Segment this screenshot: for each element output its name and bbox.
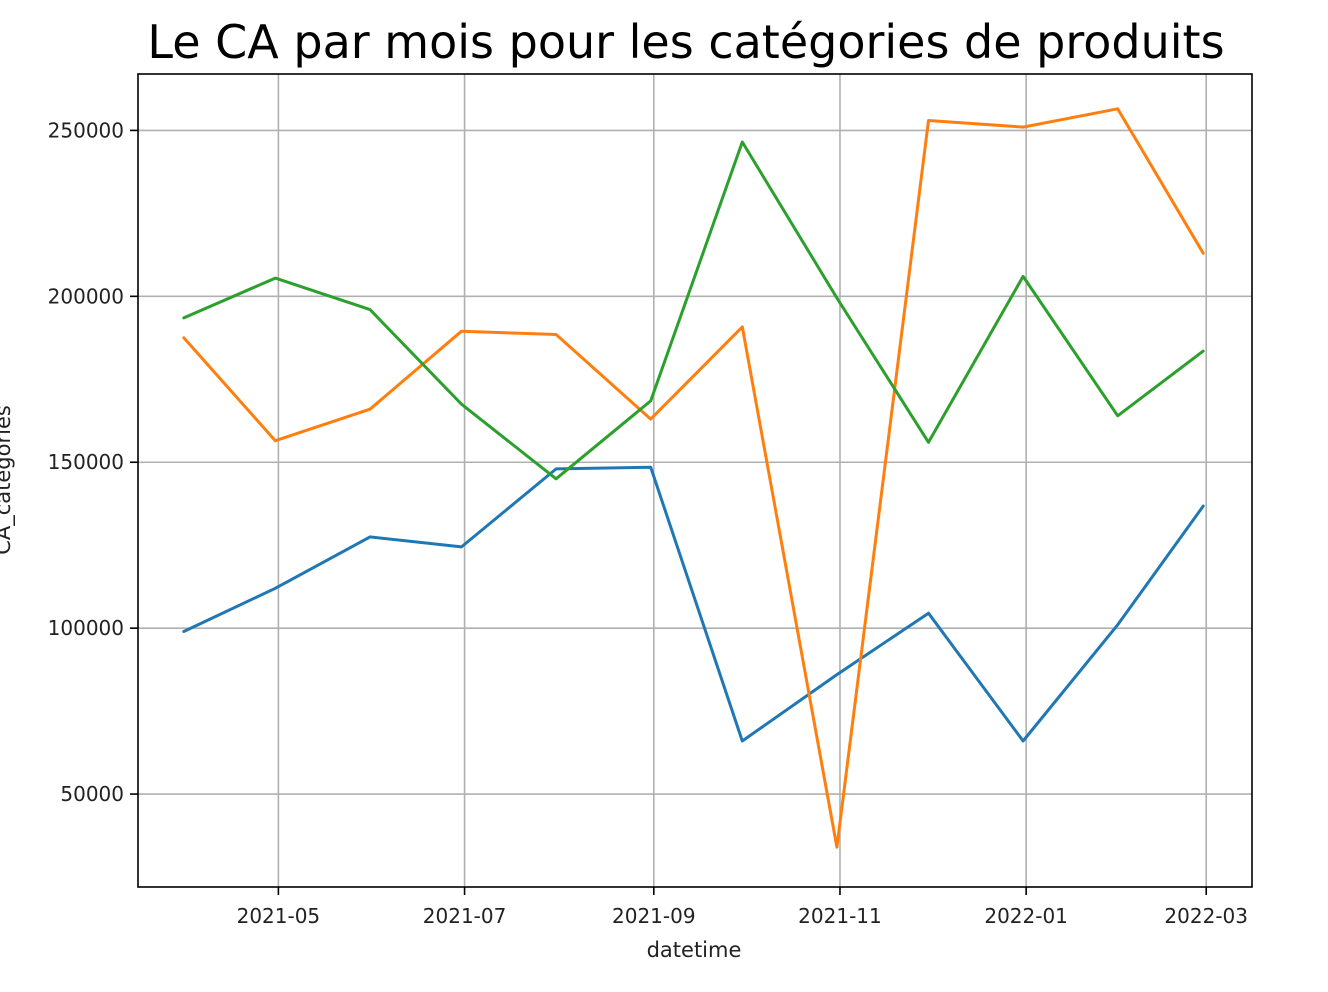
x-tick-label: 2021-07 bbox=[423, 904, 507, 928]
series-line-1 bbox=[182, 465, 1205, 743]
y-tick-label: 50000 bbox=[60, 782, 124, 806]
x-tick-label: 2021-09 bbox=[612, 904, 696, 928]
series-lines bbox=[182, 107, 1205, 849]
x-tick-label: 2021-05 bbox=[237, 904, 321, 928]
series-line-3 bbox=[182, 140, 1205, 481]
y-tick-label: 250000 bbox=[48, 118, 124, 142]
x-tick-label: 2022-03 bbox=[1164, 904, 1248, 928]
y-tick-label: 100000 bbox=[48, 616, 124, 640]
x-tick-label: 2022-01 bbox=[984, 904, 1068, 928]
axis-ticks: 50000 100000 150000 200000 250000 2021-05 2021… bbox=[48, 118, 1248, 928]
y-axis-label: CA_categories bbox=[0, 405, 16, 555]
x-tick-label: 2021-11 bbox=[798, 904, 882, 928]
grid-lines bbox=[138, 74, 1252, 887]
y-tick-label: 150000 bbox=[48, 450, 124, 474]
chart-title: Le CA par mois pour les catégories de pr… bbox=[147, 15, 1224, 69]
plot-frame bbox=[137, 73, 1253, 888]
x-axis-label: datetime bbox=[647, 938, 742, 962]
series-line-2 bbox=[182, 107, 1205, 849]
y-tick-label: 200000 bbox=[48, 284, 124, 308]
